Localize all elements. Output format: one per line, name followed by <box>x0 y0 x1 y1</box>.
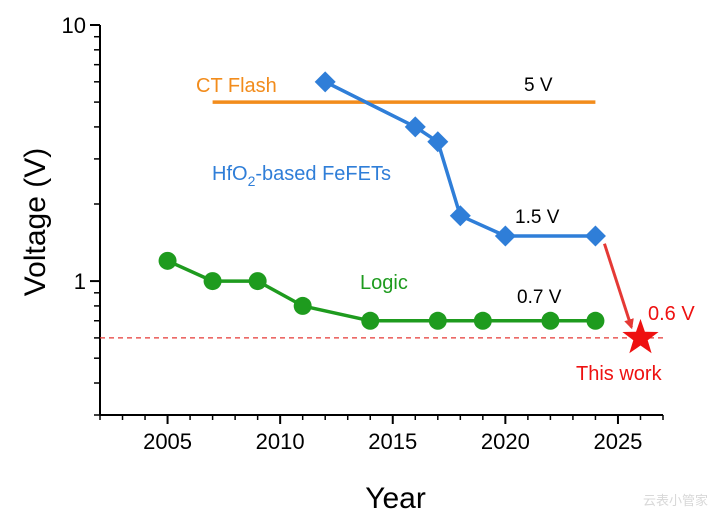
x-tick-label: 2005 <box>143 429 192 454</box>
annotation-layer: CT Flash HfO2-based FeFETs Logic 5 V 1.5… <box>196 75 695 385</box>
logic-point <box>203 272 222 291</box>
hfo-based-fefets-point <box>494 225 516 247</box>
logic-point <box>158 251 177 270</box>
x-tick-label: 2010 <box>256 429 305 454</box>
this-work-value-label: 0.6 V <box>648 303 695 325</box>
logic-point <box>473 311 492 330</box>
fefet-value-label: 1.5 V <box>515 207 560 228</box>
axes: 2005 2010 2015 2020 2025 1 10 Year Voltage (V) <box>19 13 664 515</box>
hfo-based-fefets-point <box>314 71 336 93</box>
y-tick-label: 10 <box>62 13 86 38</box>
logic-point <box>248 272 267 291</box>
logic-point <box>541 311 560 330</box>
logic-point <box>586 311 605 330</box>
x-tick-label: 2015 <box>368 429 417 454</box>
watermark: 云表小管家 <box>642 494 708 509</box>
x-tick-label: 2020 <box>481 429 530 454</box>
hfo-based-fefets-point <box>404 116 426 138</box>
hfo-based-fefets-point <box>449 205 471 227</box>
x-axis-title: Year <box>365 482 426 515</box>
this-work-arrow <box>603 243 634 330</box>
series-layer <box>158 71 659 354</box>
logic-point <box>361 311 380 330</box>
ct-flash-value-label: 5 V <box>524 75 553 96</box>
this-work-star-marker <box>622 318 659 354</box>
hfo-based-fefets-line <box>324 80 596 238</box>
hfo-based-fefets-point <box>584 225 606 247</box>
logic-value-label: 0.7 V <box>517 287 562 308</box>
logic-point <box>293 296 312 315</box>
ct-flash-series-label: CT Flash <box>196 75 277 97</box>
logic-point <box>428 311 447 330</box>
logic-series-label: Logic <box>360 272 408 294</box>
y-tick-label: 1 <box>74 269 86 294</box>
hfo-based-fefets-point <box>427 131 449 153</box>
fefet-series-label: HfO2-based FeFETs <box>212 163 391 189</box>
this-work-caption: This work <box>576 363 663 385</box>
y-axis-title: Voltage (V) <box>19 148 52 296</box>
x-tick-label: 2025 <box>593 429 642 454</box>
